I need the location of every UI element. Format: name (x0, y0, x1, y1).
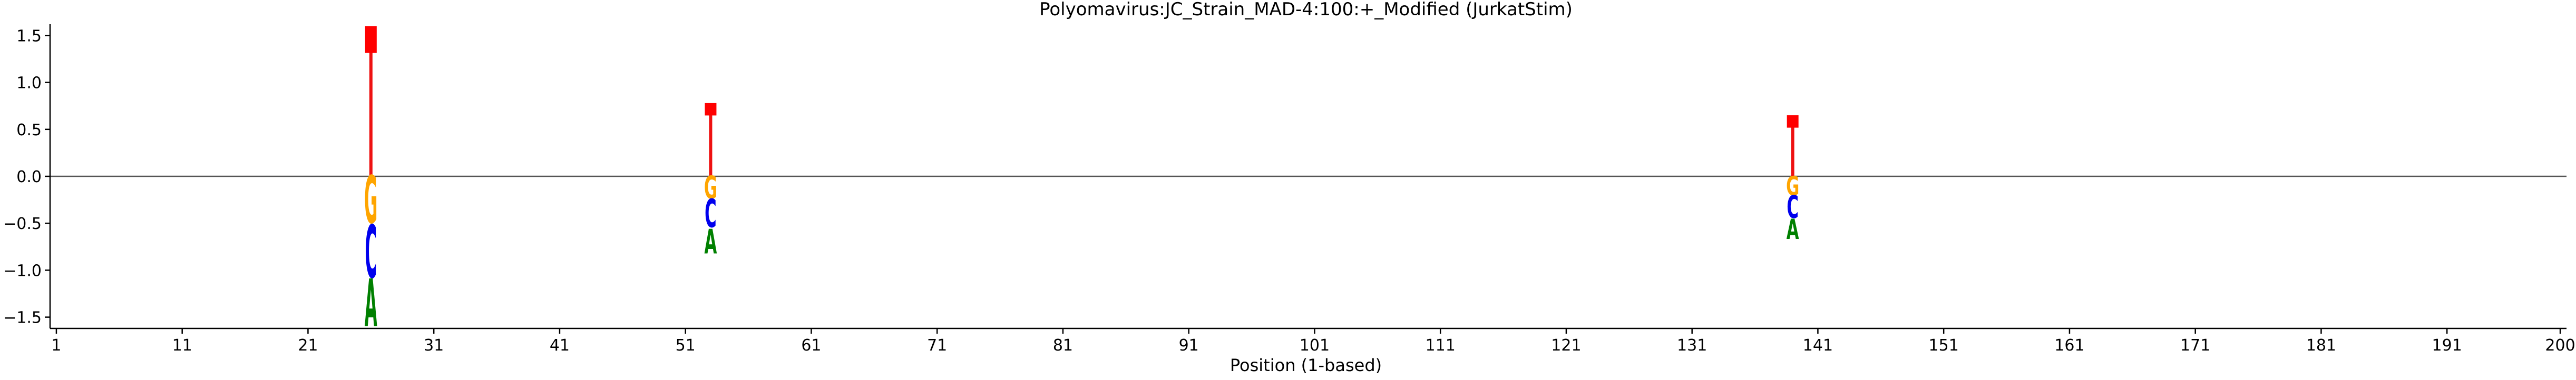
stack-letter-C: C (365, 210, 377, 295)
x-tick-label: 181 (2306, 336, 2336, 355)
x-tick-label: 111 (1426, 336, 1456, 355)
x-tick-label: 61 (801, 336, 821, 355)
y-tick-label: 0.5 (16, 121, 42, 139)
y-tick-label: 1.5 (16, 27, 42, 45)
x-tick-label: 171 (2180, 336, 2210, 355)
stack-letter-G: G (1786, 171, 1799, 202)
x-tick-label: 191 (2432, 336, 2462, 355)
x-tick-label: 161 (2054, 336, 2084, 355)
x-tick-label: 131 (1677, 336, 1707, 355)
x-tick-label: 121 (1551, 336, 1581, 355)
x-tick-label: 151 (1929, 336, 1959, 355)
x-tick-label: 101 (1300, 336, 1330, 355)
x-tick-label: 51 (676, 336, 696, 355)
x-tick-label: 91 (1179, 336, 1199, 355)
top-letter-T (365, 26, 377, 53)
stack-letter-C: C (1787, 189, 1799, 226)
stack-letter-A: A (705, 222, 717, 261)
x-tick-label: 71 (927, 336, 947, 355)
y-tick-label: −1.0 (3, 262, 42, 280)
x-tick-label: 200 (2545, 336, 2575, 355)
x-axis-label: Position (1-based) (1230, 355, 1382, 375)
stack-letter-C: C (705, 192, 717, 237)
x-tick-label: 141 (1803, 336, 1833, 355)
y-tick-label: −1.5 (3, 309, 42, 327)
stack-letter-A: A (365, 266, 377, 342)
x-tick-label: 11 (172, 336, 192, 355)
plot-area: −1.5−1.0−0.50.00.51.01.51 11 21 31 41 51 61 71 8… (3, 24, 2575, 355)
top-letter-T (705, 103, 717, 116)
y-tick-label: 0.0 (16, 168, 42, 186)
y-tick-label: 1.0 (16, 74, 42, 93)
x-tick-label: 31 (424, 336, 444, 355)
x-tick-label: 41 (550, 336, 570, 355)
stack-letter-G: G (704, 170, 717, 206)
top-letter-T (1787, 115, 1799, 128)
stack-letter-G: G (364, 163, 377, 238)
y-tick-label: −0.5 (3, 215, 42, 233)
x-tick-label: 21 (298, 336, 318, 355)
x-tick-label: 81 (1053, 336, 1073, 355)
chart-title: Polyomavirus:JC_Strain_MAD-4:100:+_Modif… (1039, 0, 1573, 20)
x-tick-label: 1 (51, 336, 61, 355)
stack-letter-A: A (1787, 214, 1799, 246)
